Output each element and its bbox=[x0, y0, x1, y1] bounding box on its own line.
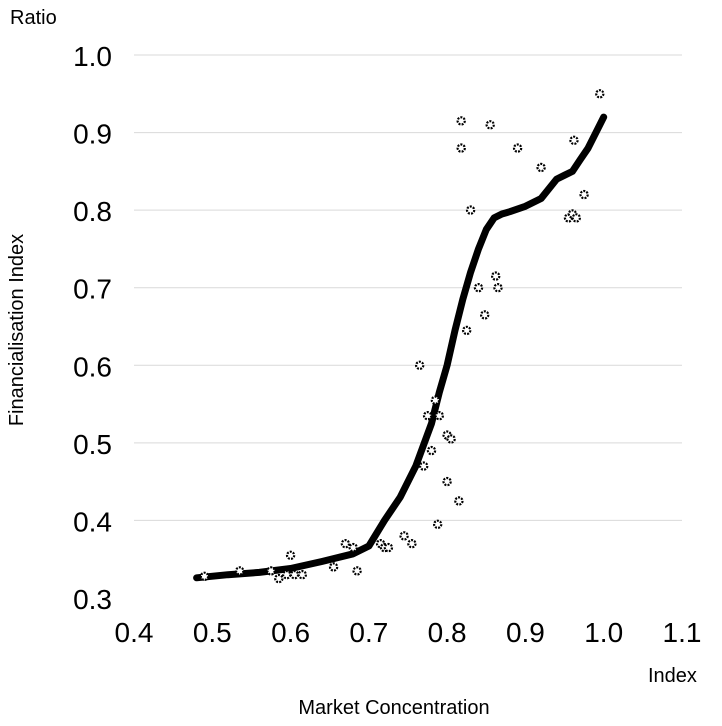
data-point bbox=[512, 143, 523, 153]
data-point bbox=[473, 283, 484, 293]
data-point bbox=[282, 570, 292, 580]
data-point bbox=[407, 539, 417, 549]
data-point bbox=[352, 566, 362, 576]
scatter-points bbox=[199, 89, 605, 584]
data-point bbox=[595, 89, 605, 99]
data-point bbox=[289, 570, 300, 580]
y-tick-label: 0.7 bbox=[73, 274, 112, 305]
x-unit-label: Index bbox=[648, 665, 697, 687]
gridlines bbox=[134, 54, 682, 521]
data-point bbox=[340, 539, 351, 549]
x-tick-label: 0.4 bbox=[115, 617, 154, 648]
data-point bbox=[485, 120, 495, 130]
data-point bbox=[266, 566, 276, 576]
trend-line bbox=[193, 113, 608, 582]
x-tick-label: 0.7 bbox=[349, 617, 388, 648]
data-point bbox=[571, 213, 582, 223]
x-axis-title: Market Concentration bbox=[298, 697, 489, 719]
data-point bbox=[433, 519, 443, 530]
data-point bbox=[328, 562, 339, 572]
data-point bbox=[493, 283, 503, 293]
data-point bbox=[234, 566, 245, 576]
data-point bbox=[422, 411, 433, 421]
y-tick-label: 0.9 bbox=[73, 119, 112, 150]
data-point bbox=[456, 143, 466, 153]
trend-line-layer bbox=[193, 113, 608, 582]
y-tick-label: 1.0 bbox=[73, 41, 112, 72]
y-tick-label: 0.4 bbox=[73, 506, 112, 537]
y-unit-label: Ratio bbox=[10, 7, 57, 29]
data-point bbox=[491, 271, 501, 281]
data-point bbox=[456, 116, 466, 126]
x-tick-label: 0.6 bbox=[271, 617, 310, 648]
data-point bbox=[454, 496, 464, 506]
data-point bbox=[569, 135, 579, 145]
y-tick-labels: 0.3 0.4 0.5 0.6 0.7 0.8 0.9 1.0 bbox=[73, 41, 112, 615]
data-point bbox=[442, 476, 452, 487]
data-point bbox=[415, 360, 425, 370]
data-point bbox=[199, 571, 210, 582]
x-tick-label: 1.0 bbox=[584, 617, 623, 648]
data-point bbox=[480, 310, 490, 320]
data-point bbox=[579, 189, 589, 200]
data-point bbox=[426, 445, 437, 456]
data-point bbox=[465, 205, 476, 215]
data-point bbox=[274, 573, 284, 584]
x-tick-label: 0.5 bbox=[193, 617, 232, 648]
data-point bbox=[446, 434, 456, 444]
x-tick-label: 1.1 bbox=[663, 617, 702, 648]
data-point bbox=[297, 570, 307, 580]
data-point bbox=[348, 542, 358, 553]
y-tick-label: 0.8 bbox=[73, 196, 112, 227]
data-point bbox=[536, 162, 546, 173]
x-tick-labels: 0.4 0.5 0.6 0.7 0.8 0.9 1.0 1.1 bbox=[115, 617, 702, 648]
data-point bbox=[430, 395, 441, 405]
data-point bbox=[419, 461, 429, 471]
y-tick-label: 0.5 bbox=[73, 429, 112, 460]
x-tick-label: 0.9 bbox=[506, 617, 545, 648]
y-tick-label: 0.3 bbox=[73, 584, 112, 615]
x-tick-label: 0.8 bbox=[428, 617, 467, 648]
data-point bbox=[399, 531, 409, 541]
y-axis-title: Financialisation Index bbox=[6, 234, 28, 426]
data-point bbox=[285, 550, 296, 561]
data-point bbox=[434, 411, 444, 421]
data-point bbox=[462, 325, 472, 336]
y-tick-label: 0.6 bbox=[73, 351, 112, 382]
data-point bbox=[383, 542, 394, 553]
